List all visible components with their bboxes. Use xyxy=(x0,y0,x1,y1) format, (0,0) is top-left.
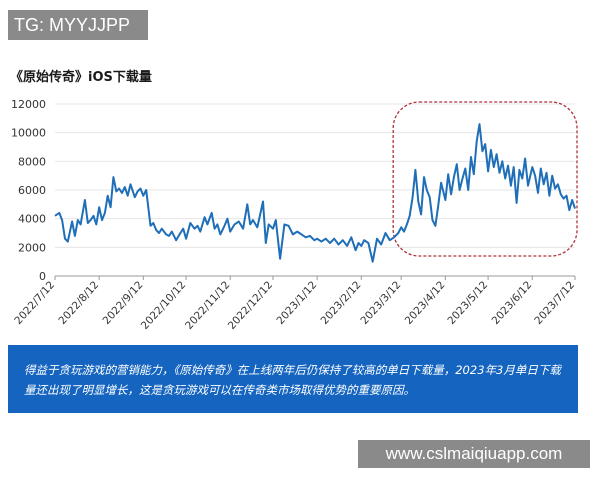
x-tick-label: 2023/4/12 xyxy=(403,279,448,327)
x-tick-label: 2022/7/12 xyxy=(12,279,57,327)
watermark-top: TG: MYYJJPP xyxy=(8,10,148,40)
y-tick-label: 8000 xyxy=(18,155,46,168)
caption-box: 得益于贪玩游戏的营销能力，《原始传奇》在上线两年后仍保持了较高的单日下载量，20… xyxy=(8,345,578,413)
x-tick-label: 2023/6/12 xyxy=(490,279,535,327)
x-tick-label: 2023/7/12 xyxy=(532,279,577,327)
x-tick-label: 2022/8/12 xyxy=(56,279,101,327)
x-tick-label: 2022/10/12 xyxy=(139,279,188,332)
y-axis: 0 2000 4000 6000 8000 10000 12000 xyxy=(11,98,46,283)
chart-title: 《原始传奇》iOS下载量 xyxy=(10,70,152,85)
x-tick-label: 2022/12/12 xyxy=(226,279,275,332)
highlight-box xyxy=(392,101,578,257)
x-tick-label: 2022/9/12 xyxy=(101,279,146,327)
x-tick-label: 2023/1/12 xyxy=(274,279,319,327)
y-tick-label: 2000 xyxy=(18,241,46,254)
y-tick-label: 6000 xyxy=(18,184,46,197)
series-line xyxy=(54,123,576,263)
y-tick-label: 10000 xyxy=(11,127,46,140)
x-tick-label: 2023/5/12 xyxy=(445,279,490,327)
y-tick-label: 12000 xyxy=(11,98,46,111)
y-tick-label: 4000 xyxy=(18,213,46,226)
caption-text: 得益于贪玩游戏的营销能力，《原始传奇》在上线两年后仍保持了较高的单日下载量，20… xyxy=(24,363,561,397)
x-tick-label: 2023/3/12 xyxy=(358,279,403,327)
y-tick-label: 0 xyxy=(39,270,46,283)
watermark-bottom: www.cslmaiqiuapp.com xyxy=(358,440,590,468)
x-tick-label: 2023/2/12 xyxy=(319,279,364,327)
